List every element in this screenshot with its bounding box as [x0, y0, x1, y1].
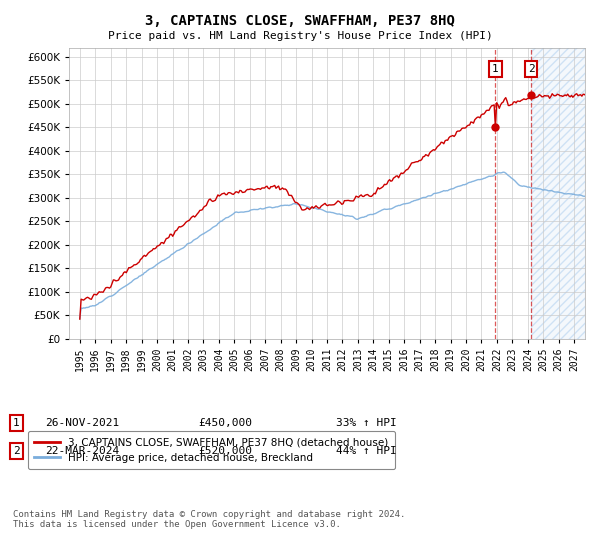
Bar — [531, 48, 585, 339]
Text: 2: 2 — [528, 64, 535, 74]
Text: £450,000: £450,000 — [198, 418, 252, 428]
Text: 2: 2 — [13, 446, 20, 456]
Text: 26-NOV-2021: 26-NOV-2021 — [45, 418, 119, 428]
Text: 3, CAPTAINS CLOSE, SWAFFHAM, PE37 8HQ: 3, CAPTAINS CLOSE, SWAFFHAM, PE37 8HQ — [145, 14, 455, 28]
Legend: 3, CAPTAINS CLOSE, SWAFFHAM, PE37 8HQ (detached house), HPI: Average price, deta: 3, CAPTAINS CLOSE, SWAFFHAM, PE37 8HQ (d… — [28, 431, 395, 469]
Text: £520,000: £520,000 — [198, 446, 252, 456]
Text: 33% ↑ HPI: 33% ↑ HPI — [336, 418, 397, 428]
Text: Contains HM Land Registry data © Crown copyright and database right 2024.
This d: Contains HM Land Registry data © Crown c… — [13, 510, 406, 529]
Text: 44% ↑ HPI: 44% ↑ HPI — [336, 446, 397, 456]
Text: 22-MAR-2024: 22-MAR-2024 — [45, 446, 119, 456]
Text: Price paid vs. HM Land Registry's House Price Index (HPI): Price paid vs. HM Land Registry's House … — [107, 31, 493, 41]
Text: 1: 1 — [492, 64, 499, 74]
Text: 1: 1 — [13, 418, 20, 428]
Bar — [531, 48, 585, 339]
